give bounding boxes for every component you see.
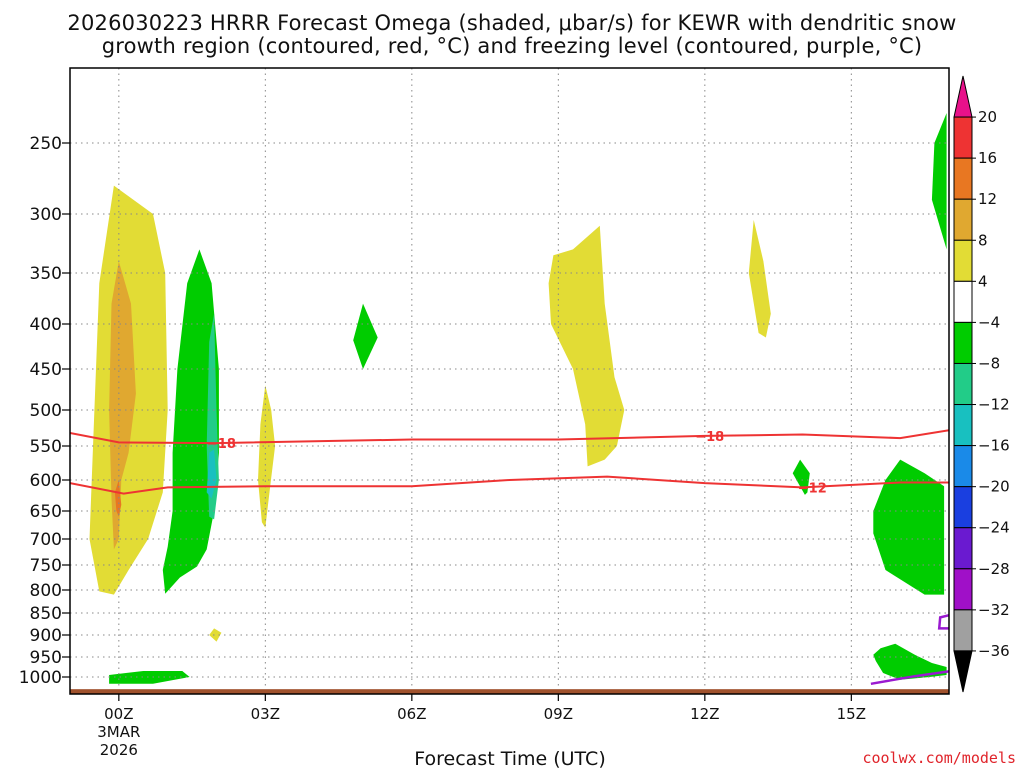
colorbar-label-13: −36: [978, 642, 1010, 660]
colorbar-segment-13: [953, 609, 973, 652]
colorbar-label-9: −20: [978, 478, 1010, 496]
colorbar-segment-9: [953, 445, 973, 488]
omega-region-1: [109, 261, 136, 550]
colorbar-segment-4: [953, 239, 973, 282]
y-tick-label-250: 250: [30, 134, 62, 154]
y-tick-label-950: 950: [30, 648, 62, 668]
ground-bar: [70, 689, 949, 694]
colorbar-segment-8: [953, 404, 973, 447]
omega-region-8: [548, 225, 625, 467]
omega-region-3: [162, 249, 219, 594]
freezing-level-contours: [870, 613, 949, 686]
x-tick-label-12Z: 12Z: [690, 705, 719, 723]
colorbar-label-12: −32: [978, 601, 1010, 619]
y-tick-label-800: 800: [30, 581, 62, 601]
isotherm-label-0-0: −18: [207, 437, 236, 452]
x-tick-label-06Z: 06Z: [397, 705, 426, 723]
isotherm-line-0: [70, 429, 949, 445]
colorbar-segment-6: [953, 321, 973, 364]
y-tick-label-750: 750: [30, 556, 62, 576]
omega-region-11: [873, 459, 945, 595]
freezing-level-line-1: [937, 613, 949, 630]
y-tick-label-350: 350: [30, 264, 62, 284]
colorbar-label-8: −16: [978, 437, 1010, 455]
colorbar-label-11: −28: [978, 560, 1010, 578]
dendritic-isotherms: −18 −18 −12: [70, 429, 949, 496]
y-tick-label-700: 700: [30, 530, 62, 550]
colorbar-label-3: 8: [978, 231, 988, 249]
colorbar-label-7: −12: [978, 396, 1010, 414]
chart-title-line2: growth region (contoured, red, °C) and f…: [102, 34, 923, 58]
colorbar-label-4: 4: [978, 272, 988, 290]
isotherm-label-1-0: −12: [798, 481, 827, 496]
colorbar-segment-11: [953, 527, 973, 570]
y-tick-label-850: 850: [30, 604, 62, 624]
omega-region-12: [931, 113, 947, 250]
colorbar-segment-1: [953, 116, 973, 159]
plot-frame: [69, 67, 950, 695]
grid-lines: [70, 68, 949, 694]
colorbar-segment-12: [953, 568, 973, 611]
colorbar-label-1: 16: [978, 149, 997, 167]
isotherm-label-0-1: −18: [695, 430, 724, 445]
y-axis-pressure: 2503003504004505005506006507007508008509…: [19, 134, 70, 688]
x-axis-label: Forecast Time (UTC): [414, 748, 605, 768]
y-tick-label-1000: 1000: [19, 668, 62, 688]
x-subtitle-year: 2026: [100, 741, 138, 759]
x-tick-label-00Z: 00Z: [104, 705, 133, 723]
colorbar-legend: 20 16 12 8 4 −4 −8 −12 −16 −20 −24 −28 −32 −36: [953, 75, 1010, 693]
colorbar-segment-3: [953, 198, 973, 241]
colorbar-label-5: −4: [978, 313, 1000, 331]
credit-text: coolwx.com/models: [862, 749, 1016, 767]
colorbar-segment-7: [953, 362, 973, 406]
y-tick-label-600: 600: [30, 471, 62, 491]
chart-title-line1: 2026030223 HRRR Forecast Omega (shaded, …: [67, 11, 956, 35]
colorbar-segment-5: [953, 280, 973, 323]
x-axis-time: 00Z 03Z 06Z 09Z 12Z 15Z: [104, 694, 866, 723]
y-tick-label-900: 900: [30, 626, 62, 646]
y-tick-label-400: 400: [30, 315, 62, 335]
colorbar-label-6: −8: [978, 354, 1000, 372]
y-tick-label-450: 450: [30, 360, 62, 380]
omega-region-15: [209, 628, 222, 642]
isotherm-line-1: [70, 475, 949, 495]
omega-region-2: [114, 480, 122, 517]
x-subtitle-date: 3MAR: [97, 723, 140, 741]
freezing-level-line-0: [870, 670, 949, 686]
omega-region-13: [873, 643, 947, 680]
y-tick-label-650: 650: [30, 502, 62, 522]
y-tick-label-550: 550: [30, 437, 62, 457]
y-tick-label-300: 300: [30, 205, 62, 225]
omega-region-6: [258, 385, 276, 528]
omega-region-9: [748, 219, 771, 338]
omega-shaded-regions: [89, 113, 947, 684]
colorbar-label-10: −24: [978, 519, 1010, 537]
colorbar-top-arrow: [953, 75, 973, 118]
x-tick-label-03Z: 03Z: [251, 705, 280, 723]
colorbar-segment-10: [953, 486, 973, 529]
omega-region-10: [792, 459, 810, 495]
colorbar-segment-2: [953, 157, 973, 200]
x-tick-label-09Z: 09Z: [544, 705, 573, 723]
omega-region-7: [353, 303, 378, 369]
colorbar-label-0: 20: [978, 108, 997, 126]
colorbar-label-2: 12: [978, 190, 997, 208]
x-tick-label-15Z: 15Z: [837, 705, 866, 723]
omega-region-14: [109, 671, 190, 684]
colorbar-bottom-arrow: [953, 650, 973, 693]
y-tick-label-500: 500: [30, 401, 62, 421]
